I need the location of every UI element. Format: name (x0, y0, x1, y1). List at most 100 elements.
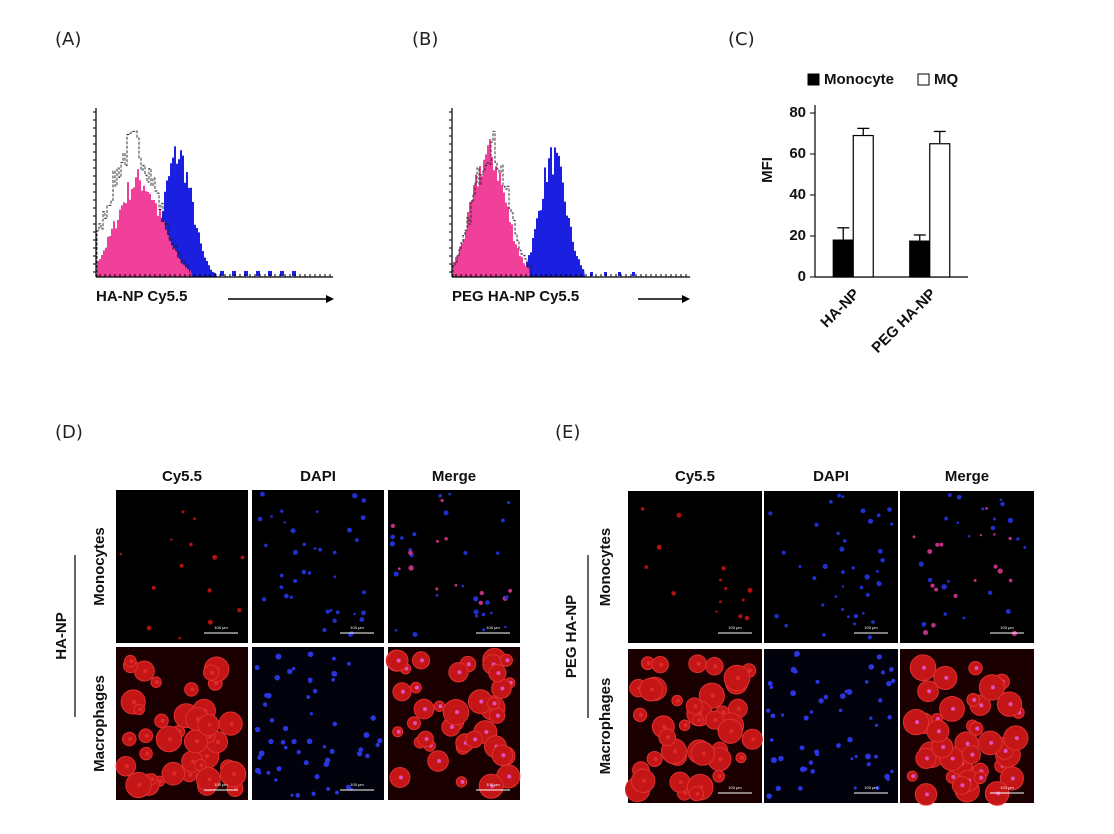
nucleus (168, 737, 173, 742)
nucleus (713, 664, 718, 669)
cell-dot (507, 500, 511, 505)
scale-bar-label: 100 μm (864, 625, 878, 630)
cell-dot (333, 575, 337, 579)
y-tick-label: 0 (798, 268, 806, 285)
cell-dot (207, 588, 212, 593)
column-header: Cy5.5 (162, 468, 202, 485)
nucleus (365, 753, 370, 759)
cell-dot (999, 498, 1003, 502)
cell-dot (361, 498, 367, 503)
cell-dot (353, 612, 356, 616)
cell-dot (207, 619, 213, 625)
cell-dot (921, 621, 927, 627)
cell-dot (473, 596, 479, 602)
cell-dot (774, 613, 779, 619)
cell-dot (944, 516, 949, 521)
nucleus (331, 656, 336, 661)
cell-dot (867, 518, 874, 524)
nucleus (215, 740, 220, 745)
nucleus (683, 723, 688, 728)
histogram-axis-label: HA-NP Cy5.5 (96, 288, 187, 305)
nucleus (257, 755, 262, 760)
nucleus (274, 674, 280, 681)
nucleus (449, 724, 454, 729)
panel-label: (E) (555, 422, 580, 443)
cell-dot (313, 547, 317, 550)
nucleus (672, 749, 677, 754)
nucleus (400, 689, 405, 694)
scale-bar-label: 100 μm (350, 625, 364, 630)
cell-dot (170, 538, 173, 541)
nucleus (150, 777, 155, 782)
nucleus (729, 729, 734, 734)
nucleus (346, 661, 351, 666)
cell-dot (389, 541, 396, 547)
cell-dot (479, 590, 485, 596)
nucleus (275, 653, 282, 660)
nucleus (721, 710, 726, 715)
panel-label: (C) (728, 29, 755, 50)
nucleus (143, 669, 148, 674)
nucleus (659, 662, 664, 667)
cell-dot (260, 491, 265, 497)
y-tick-label: 80 (789, 104, 806, 121)
cell-dot (354, 538, 359, 542)
cell-dot (181, 510, 185, 514)
nucleus (396, 658, 401, 663)
histogram-axis-label: PEG HA-NP Cy5.5 (452, 288, 579, 305)
nucleus (775, 785, 781, 792)
histogram-tail (632, 272, 635, 276)
cell-dot (482, 628, 486, 632)
nucleus (370, 715, 376, 721)
cell-dot (814, 522, 819, 527)
cell-dot (237, 607, 242, 613)
group-label: HA-NP (53, 612, 70, 660)
nucleus (229, 721, 234, 726)
nucleus (869, 716, 873, 720)
cell-dot (1005, 608, 1011, 614)
nucleus (138, 707, 143, 712)
nucleus (331, 677, 336, 682)
nucleus (844, 689, 849, 694)
cell-dot (390, 534, 396, 540)
nucleus (884, 773, 890, 780)
histogram (518, 147, 585, 277)
nucleus (751, 737, 756, 742)
nucleus (693, 703, 698, 708)
cell-dot (768, 511, 773, 516)
nucleus (158, 779, 163, 784)
nucleus (794, 653, 798, 657)
x-tick-label: PEG HA-NP (868, 286, 939, 357)
cell-dot (474, 614, 479, 618)
nucleus (207, 777, 212, 782)
nucleus (803, 715, 809, 721)
nucleus (254, 665, 260, 671)
nucleus (975, 726, 980, 731)
nucleus (155, 680, 160, 685)
micrograph (388, 490, 520, 643)
x-tick-label: HA-NP (817, 286, 863, 332)
cell-dot (861, 611, 865, 615)
column-header: Merge (432, 468, 476, 485)
cell-dot (261, 597, 267, 602)
nucleus (815, 679, 820, 684)
cell-dot (721, 566, 726, 571)
nucleus (329, 748, 335, 754)
y-axis-label: MFI (759, 157, 776, 183)
cell-dot (1008, 536, 1012, 541)
nucleus (808, 760, 814, 765)
cell-dot (485, 600, 490, 605)
nucleus (924, 756, 929, 761)
cell-dot (283, 593, 289, 599)
nucleus (438, 704, 443, 709)
cell-dot (837, 493, 841, 498)
cell-dot (292, 549, 299, 555)
cell-dot (985, 507, 988, 510)
nucleus (144, 733, 149, 738)
nucleus (965, 741, 970, 746)
cell-dot (454, 583, 458, 587)
nucleus (283, 745, 288, 750)
nucleus (922, 665, 927, 670)
nucleus (1003, 748, 1008, 753)
nucleus (287, 668, 293, 675)
